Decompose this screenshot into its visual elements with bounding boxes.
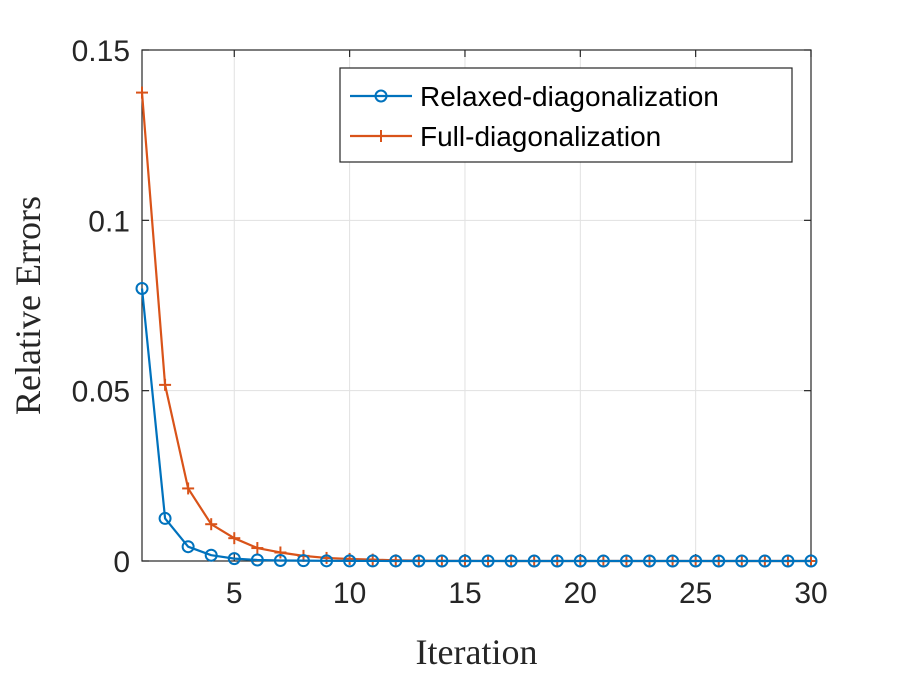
series-relaxed-diagonalization — [135, 281, 818, 568]
data-point — [274, 546, 287, 559]
data-point — [504, 554, 518, 568]
data-point — [343, 554, 357, 568]
series-line — [140, 288, 811, 563]
y-tick-label: 0.05 — [72, 376, 130, 409]
data-point — [296, 554, 310, 568]
data-point — [804, 554, 818, 568]
x-tick-label: 25 — [679, 577, 712, 610]
data-point — [527, 554, 541, 568]
data-point — [481, 554, 495, 568]
data-point — [458, 554, 472, 568]
y-axis-title: Relative Errors — [8, 196, 48, 415]
data-point — [136, 86, 148, 99]
legend-entry: Full-diagonalization — [350, 121, 661, 152]
data-point — [596, 554, 610, 568]
data-point — [619, 554, 633, 568]
data-point — [374, 89, 388, 103]
data-point — [158, 511, 172, 525]
data-point — [227, 552, 241, 566]
data-point — [320, 554, 334, 568]
data-point — [389, 554, 403, 568]
legend: Relaxed-diagonalization Full-diagonalizat… — [339, 67, 793, 163]
y-tick-label: 0.1 — [88, 205, 130, 238]
data-point — [181, 540, 195, 554]
x-tick-label: 10 — [333, 577, 366, 610]
data-point — [666, 554, 680, 568]
data-point — [781, 554, 795, 568]
data-point — [135, 281, 149, 295]
series-layer — [135, 86, 818, 568]
data-point — [689, 554, 703, 568]
x-axis-title: Iteration — [416, 632, 538, 672]
data-point — [251, 542, 264, 555]
legend-label: Relaxed-diagonalization — [420, 81, 719, 112]
y-tick-label: 0.15 — [72, 35, 130, 68]
data-point — [159, 378, 172, 391]
data-point — [205, 518, 218, 531]
x-tick-label: 30 — [794, 577, 827, 610]
data-point — [375, 130, 387, 142]
x-tick-label: 20 — [564, 577, 597, 610]
data-point — [435, 554, 449, 568]
data-point — [366, 554, 380, 568]
data-point — [643, 554, 657, 568]
data-point — [735, 554, 749, 568]
legend-label: Full-diagonalization — [420, 121, 661, 152]
x-tick-label: 15 — [448, 577, 481, 610]
data-point — [573, 554, 587, 568]
data-point — [204, 548, 218, 562]
data-point — [250, 553, 264, 567]
x-tick-label: 5 — [226, 577, 243, 610]
data-point — [758, 554, 772, 568]
data-point — [412, 554, 426, 568]
data-point — [273, 553, 287, 567]
tick-labels: 5 10 15 20 25 30 0 0.05 0.1 0.15 — [72, 35, 828, 610]
legend-box — [339, 67, 793, 163]
data-point — [182, 482, 195, 495]
y-tick-label: 0 — [113, 546, 130, 579]
data-point — [228, 532, 241, 545]
data-point — [712, 554, 726, 568]
data-point — [550, 554, 564, 568]
legend-entry: Relaxed-diagonalization — [350, 81, 719, 112]
